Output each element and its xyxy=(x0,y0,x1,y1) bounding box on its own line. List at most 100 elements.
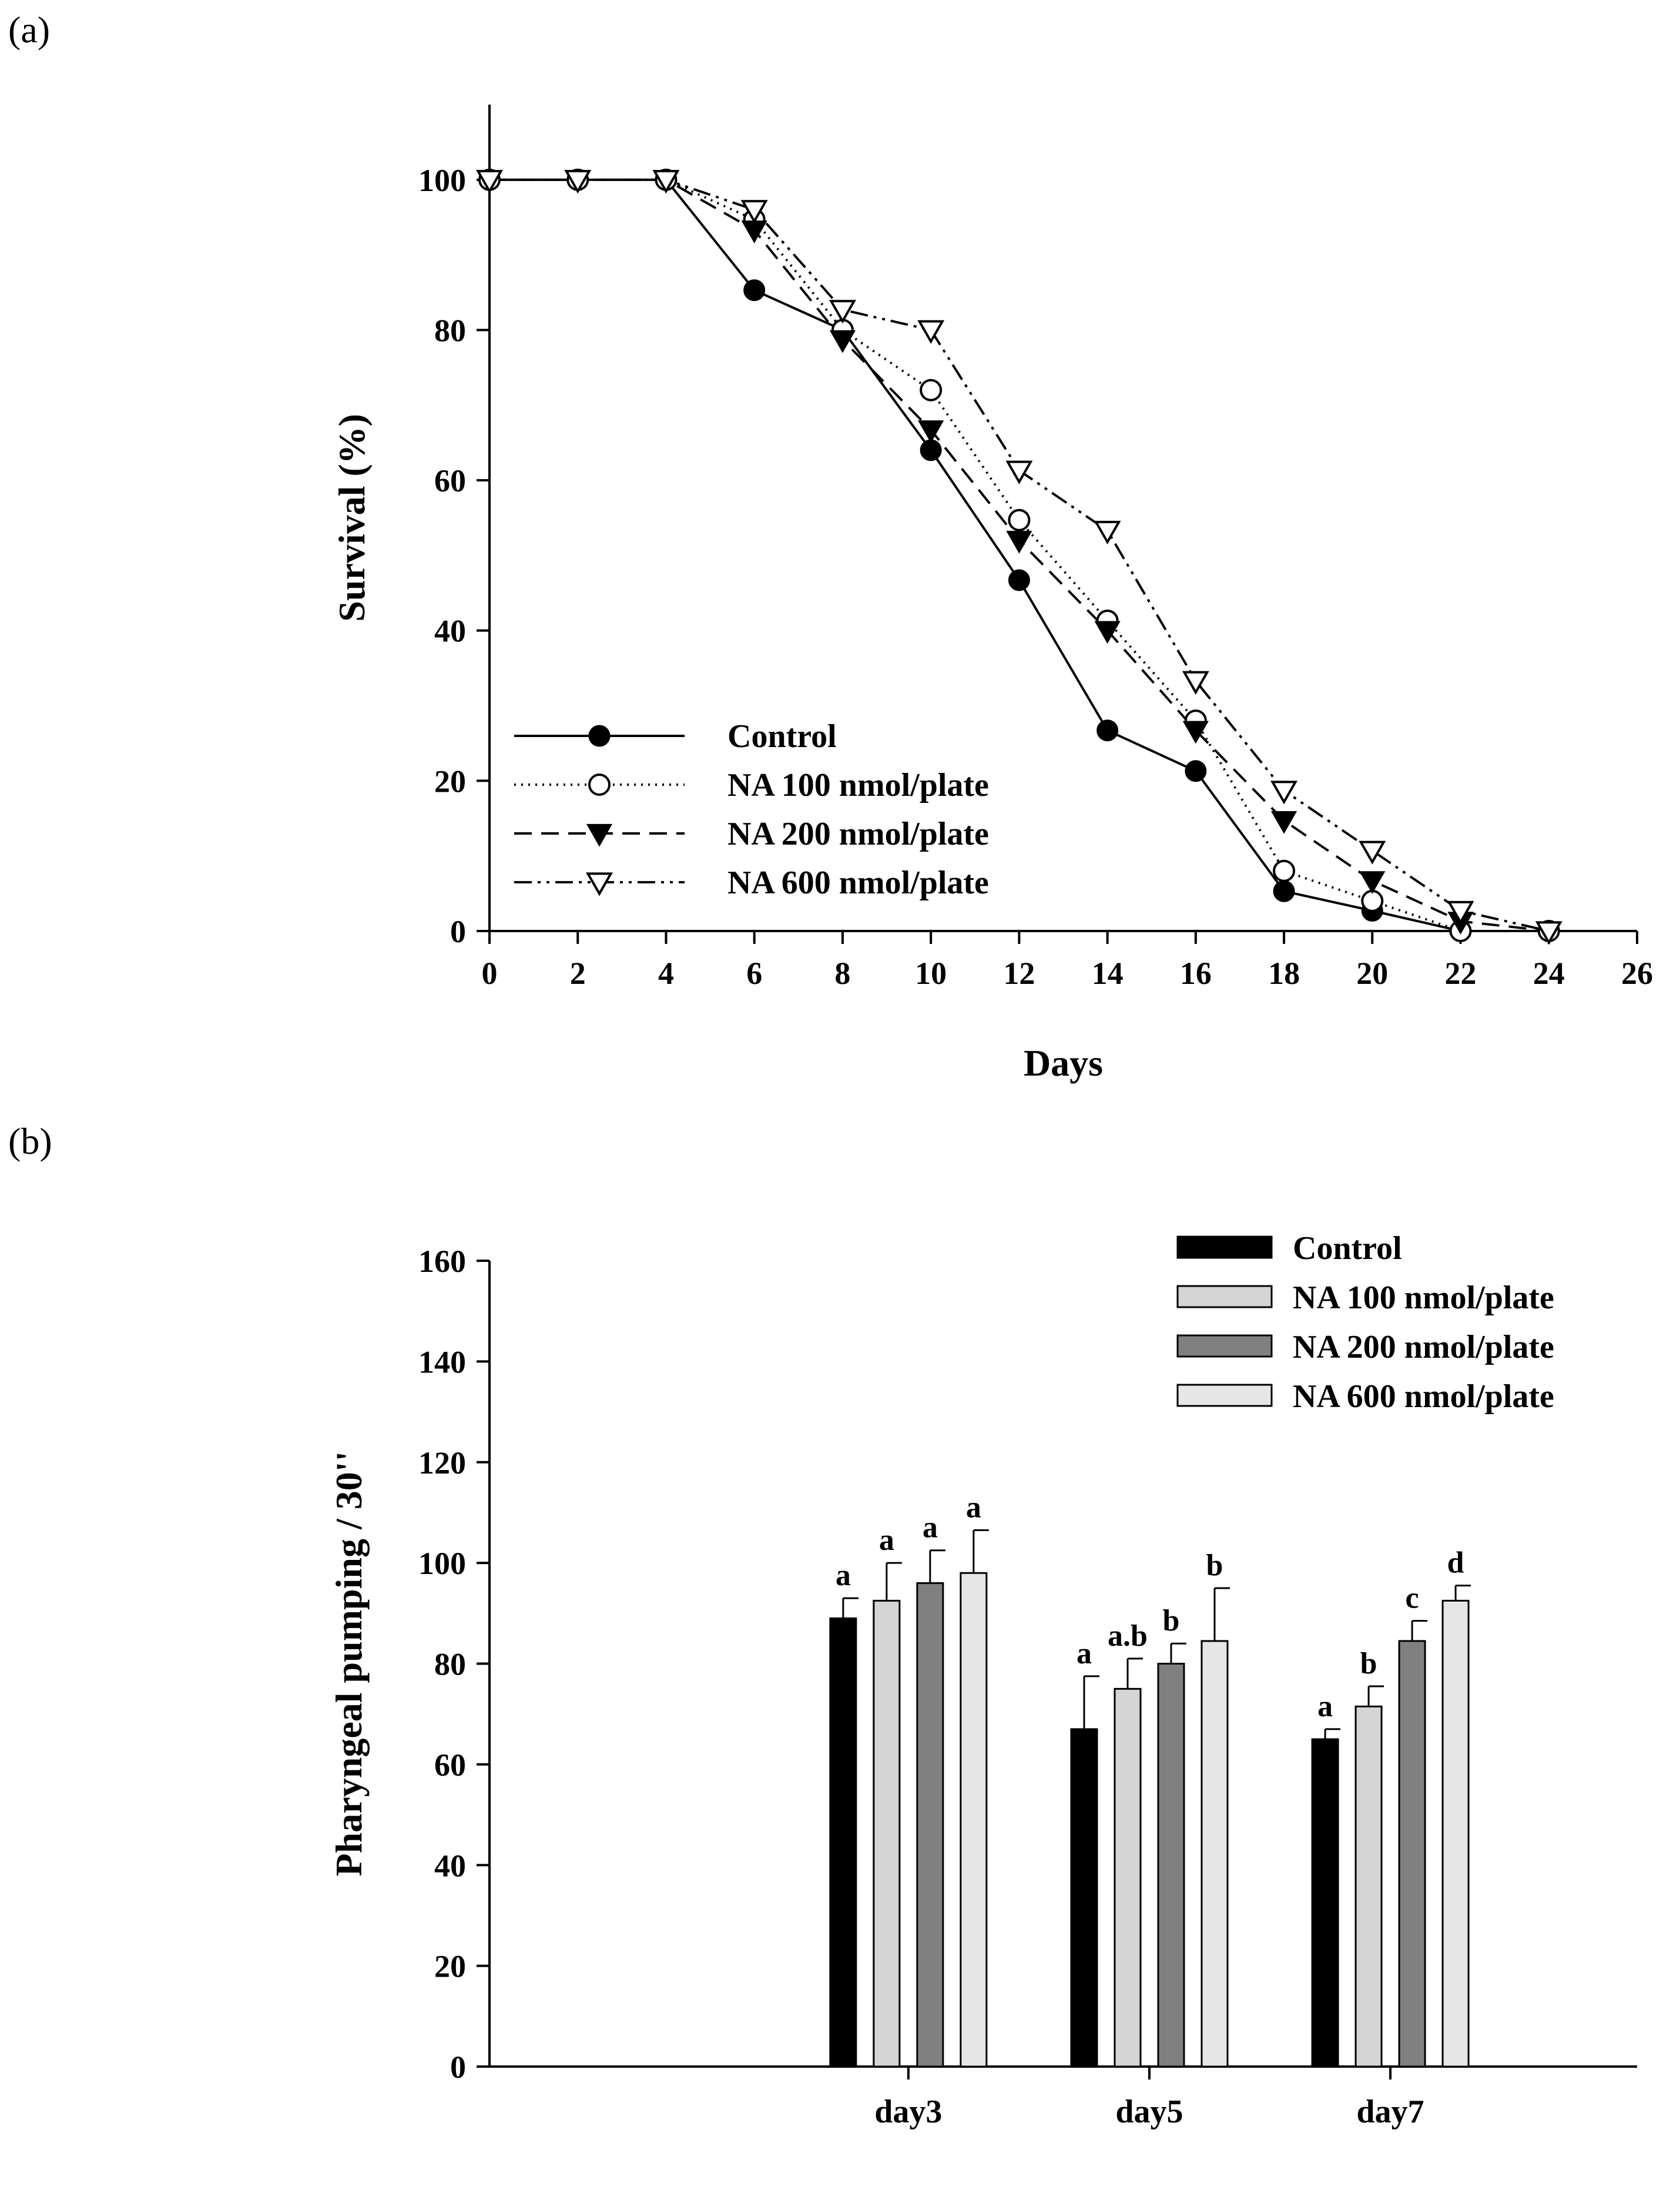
data-point xyxy=(1359,840,1386,865)
y-axis-label: Pharyngeal pumping / 30'' xyxy=(328,1451,370,1877)
data-point xyxy=(1008,569,1030,591)
significance-letter: c xyxy=(1406,1582,1419,1615)
bar xyxy=(916,1582,944,2068)
series-line-3 xyxy=(489,178,1549,932)
y-tick-label: 0 xyxy=(450,2050,466,2085)
data-point xyxy=(1270,781,1298,805)
x-tick-label: 6 xyxy=(746,956,762,991)
significance-letter: a xyxy=(879,1523,894,1557)
series-line-4 xyxy=(489,178,1550,932)
legend-label: NA 200 nmol/plate xyxy=(727,816,989,852)
series-line-1 xyxy=(489,178,1549,932)
legend-label: Control xyxy=(1293,1230,1402,1267)
bar xyxy=(960,1572,988,2068)
data-point xyxy=(564,170,592,194)
x-tick-label: 8 xyxy=(834,956,850,991)
x-tick-label: 20 xyxy=(1356,956,1388,991)
data-point xyxy=(1273,859,1296,882)
data-point xyxy=(476,170,503,194)
data-point xyxy=(829,300,856,324)
legend-swatch xyxy=(1176,1384,1273,1407)
y-tick-label: 140 xyxy=(418,1344,466,1379)
data-point xyxy=(1361,889,1384,912)
y-tick-label: 0 xyxy=(450,914,466,949)
data-point xyxy=(1185,760,1207,782)
y-tick-label: 60 xyxy=(434,1747,466,1783)
bar xyxy=(1441,1599,1470,2068)
series-line-2 xyxy=(489,178,1549,932)
legend-label: NA 600 nmol/plate xyxy=(1293,1378,1554,1415)
x-tick-label: 2 xyxy=(570,956,586,991)
legend-swatch xyxy=(1176,1235,1273,1259)
data-point xyxy=(741,220,767,244)
x-tick-label: 18 xyxy=(1268,956,1300,991)
y-tick-label: 20 xyxy=(434,1949,466,1984)
x-tick-label: 16 xyxy=(1180,956,1212,991)
data-point xyxy=(1273,880,1295,902)
data-point xyxy=(1006,531,1032,554)
x-tick-label: 10 xyxy=(915,956,947,991)
y-axis-label: Survival (%) xyxy=(331,414,373,622)
legend-swatch xyxy=(1176,1334,1273,1358)
y-tick-label: 20 xyxy=(434,764,466,799)
bar xyxy=(829,1617,857,2068)
data-point xyxy=(740,200,768,224)
y-tick-label: 40 xyxy=(434,614,466,649)
bar xyxy=(1311,1738,1339,2068)
panel-label-a: (a) xyxy=(8,9,51,51)
bar xyxy=(1398,1640,1426,2068)
y-tick-label: 80 xyxy=(434,313,466,348)
data-point xyxy=(829,330,856,353)
data-point xyxy=(1359,871,1386,894)
x-tick-label: 4 xyxy=(658,956,674,991)
significance-letter: b xyxy=(1163,1604,1180,1638)
y-tick-label: 40 xyxy=(434,1848,466,1883)
bar xyxy=(873,1599,901,2068)
legend-label: Control xyxy=(727,718,837,755)
y-tick-label: 100 xyxy=(418,1546,466,1581)
x-tick-label: day3 xyxy=(874,2094,942,2130)
legend-marker xyxy=(586,823,613,847)
x-axis-label: Days xyxy=(1024,1042,1103,1084)
data-point xyxy=(1270,811,1297,834)
legend-label: NA 100 nmol/plate xyxy=(1293,1280,1554,1316)
significance-letter: a xyxy=(923,1511,938,1545)
significance-letter: b xyxy=(1206,1549,1223,1582)
legend-label: NA 600 nmol/plate xyxy=(727,865,989,901)
data-point xyxy=(920,439,942,461)
y-tick-label: 120 xyxy=(418,1445,466,1481)
significance-letter: a xyxy=(836,1559,851,1592)
legend-marker xyxy=(586,872,613,896)
bar xyxy=(1354,1705,1383,2068)
significance-letter: a xyxy=(1077,1637,1092,1670)
data-point xyxy=(1447,900,1474,925)
pumping-chart: 0 20 40 60 80 100 120 140 160 Pharyngeal pumping … xyxy=(328,1230,1637,2130)
significance-letter: d xyxy=(1447,1546,1464,1580)
x-tick-label: 24 xyxy=(1533,956,1565,991)
legend-label: NA 100 nmol/plate xyxy=(727,767,989,803)
significance-letter: a xyxy=(1317,1690,1333,1723)
data-point xyxy=(918,420,944,444)
significance-letter: a xyxy=(966,1491,981,1524)
x-tick-label: day5 xyxy=(1115,2094,1183,2130)
panel-label-b: (b) xyxy=(8,1120,52,1162)
x-tick-label: 0 xyxy=(482,956,498,991)
data-point xyxy=(1094,621,1121,644)
legend-marker xyxy=(588,725,611,747)
legend-marker xyxy=(588,773,611,796)
x-tick-label: 12 xyxy=(1003,956,1035,991)
y-tick-label: 80 xyxy=(434,1647,466,1682)
y-tick-label: 60 xyxy=(434,463,466,498)
data-point xyxy=(1535,921,1562,945)
legend-swatch xyxy=(1176,1285,1273,1308)
data-point xyxy=(1182,721,1209,744)
x-tick-label: 14 xyxy=(1092,956,1124,991)
data-point xyxy=(1005,460,1033,485)
data-point xyxy=(652,170,680,194)
significance-letter: a.b xyxy=(1108,1619,1148,1653)
x-tick-label: 26 xyxy=(1621,956,1653,991)
y-tick-label: 100 xyxy=(418,163,466,198)
bar xyxy=(1201,1640,1229,2068)
data-point xyxy=(743,279,766,302)
